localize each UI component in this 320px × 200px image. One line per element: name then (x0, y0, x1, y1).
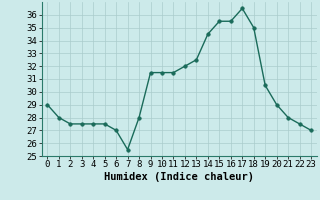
X-axis label: Humidex (Indice chaleur): Humidex (Indice chaleur) (104, 172, 254, 182)
